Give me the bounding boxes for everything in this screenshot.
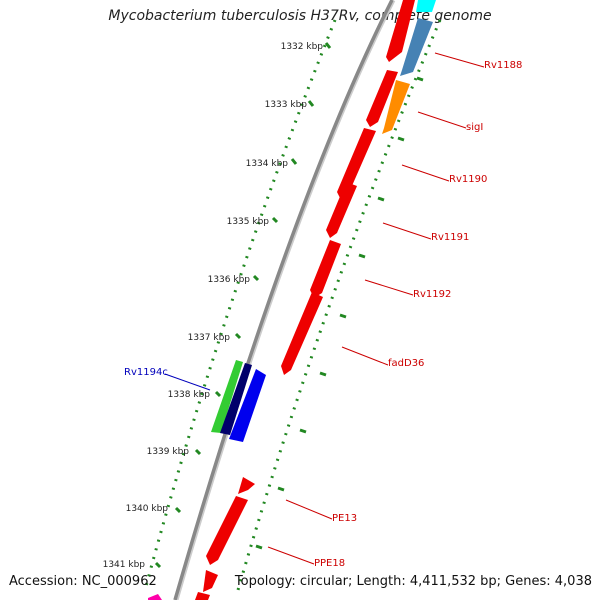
tick-mark <box>252 274 260 282</box>
gene-feature-pe13[interactable] <box>238 477 255 494</box>
inner-tick-mark <box>319 371 327 377</box>
tick-mark <box>271 216 279 224</box>
tick-marks <box>154 42 332 569</box>
gene-label-sigi[interactable]: sigI <box>466 122 483 133</box>
inner-tick-mark <box>397 136 405 142</box>
label-leaders <box>164 52 485 565</box>
gene-feature-rv1188[interactable] <box>366 70 398 127</box>
tick-mark <box>290 158 298 165</box>
navy-feature[interactable] <box>220 363 252 435</box>
accession-text: Accession: NC_000962 <box>9 574 157 589</box>
tick-mark <box>194 448 202 456</box>
gene-feature-rv1192[interactable] <box>310 240 341 298</box>
tick-label: 1341 kbp <box>103 560 146 570</box>
gene-label-rv1192[interactable]: Rv1192 <box>413 289 451 300</box>
tick-mark <box>154 561 162 569</box>
blue-feature-rv1194c[interactable] <box>229 369 266 442</box>
leader-ppe18 <box>267 546 315 565</box>
gene-feature-bottom-b[interactable] <box>195 592 210 600</box>
inner-tick-mark <box>377 196 385 202</box>
tick-label: 1333 kbp <box>265 100 308 110</box>
tick-mark <box>307 100 315 107</box>
gene-feature-rv1191[interactable] <box>326 182 357 238</box>
genome-backbone <box>173 0 394 600</box>
tick-label: 1335 kbp <box>227 217 270 227</box>
tick-mark <box>324 42 332 49</box>
tick-labels: 1332 kbp 1333 kbp 1334 kbp 1335 kbp 1336… <box>103 42 324 570</box>
leader-rv1190 <box>401 164 450 182</box>
tick-mark <box>214 390 222 398</box>
inner-tick-mark <box>277 486 285 492</box>
leader-rv1191 <box>382 222 432 240</box>
tick-label: 1332 kbp <box>281 42 324 52</box>
gene-feature-fadd36[interactable] <box>281 292 323 375</box>
inner-tick-mark <box>358 253 366 259</box>
gene-label-rv1191[interactable]: Rv1191 <box>431 232 469 243</box>
tick-label: 1336 kbp <box>208 275 251 285</box>
other-features <box>148 0 436 600</box>
leader-fadd36 <box>341 346 389 366</box>
gene-label-rv1190[interactable]: Rv1190 <box>449 174 487 185</box>
leader-rv1188 <box>434 52 485 68</box>
leader-rv1192 <box>364 279 414 296</box>
gene-label-ppe18[interactable]: PPE18 <box>314 558 345 569</box>
gene-feature-rv1190[interactable] <box>337 128 376 200</box>
gene-feature-top[interactable] <box>386 0 415 62</box>
gene-labels: Rv1188 sigI Rv1190 Rv1191 Rv1192 fadD36 … <box>124 60 522 569</box>
genome-summary-text: Topology: circular; Length: 4,411,532 bp… <box>234 574 592 589</box>
inner-tick-marks <box>255 76 424 550</box>
inner-tick-mark <box>339 313 347 319</box>
orange-feature-sigi[interactable] <box>382 80 410 134</box>
inner-tick-mark <box>299 428 307 434</box>
tick-mark <box>234 332 242 340</box>
gene-label-rv1194c[interactable]: Rv1194c <box>124 367 168 378</box>
tick-label: 1334 kbp <box>246 159 289 169</box>
tick-label: 1337 kbp <box>188 333 231 343</box>
genome-backbone-shadow <box>173 0 396 600</box>
leader-sigi <box>417 111 467 129</box>
tick-label: 1338 kbp <box>168 390 211 400</box>
steelblue-feature[interactable] <box>400 18 433 76</box>
forward-strand-genes <box>195 0 415 600</box>
inner-tick-mark <box>416 76 424 82</box>
gene-feature-ppe18[interactable] <box>206 496 248 565</box>
cyan-feature[interactable] <box>416 0 436 12</box>
green-feature[interactable] <box>211 360 243 433</box>
genome-title: Mycobacterium tuberculosis H37Rv, comple… <box>108 8 492 24</box>
gene-label-fadd36[interactable]: fadD36 <box>388 358 424 369</box>
gene-feature-bottom-a[interactable] <box>203 570 218 592</box>
inner-tick-mark <box>255 544 263 550</box>
tick-label: 1340 kbp <box>126 504 169 514</box>
magenta-feature[interactable] <box>148 594 162 600</box>
gene-label-rv1188[interactable]: Rv1188 <box>484 60 522 71</box>
tick-mark <box>174 506 182 514</box>
leader-rv1194c <box>164 373 211 391</box>
leader-pe13 <box>285 499 333 520</box>
gene-label-pe13[interactable]: PE13 <box>332 513 357 524</box>
tick-label: 1339 kbp <box>147 447 190 457</box>
